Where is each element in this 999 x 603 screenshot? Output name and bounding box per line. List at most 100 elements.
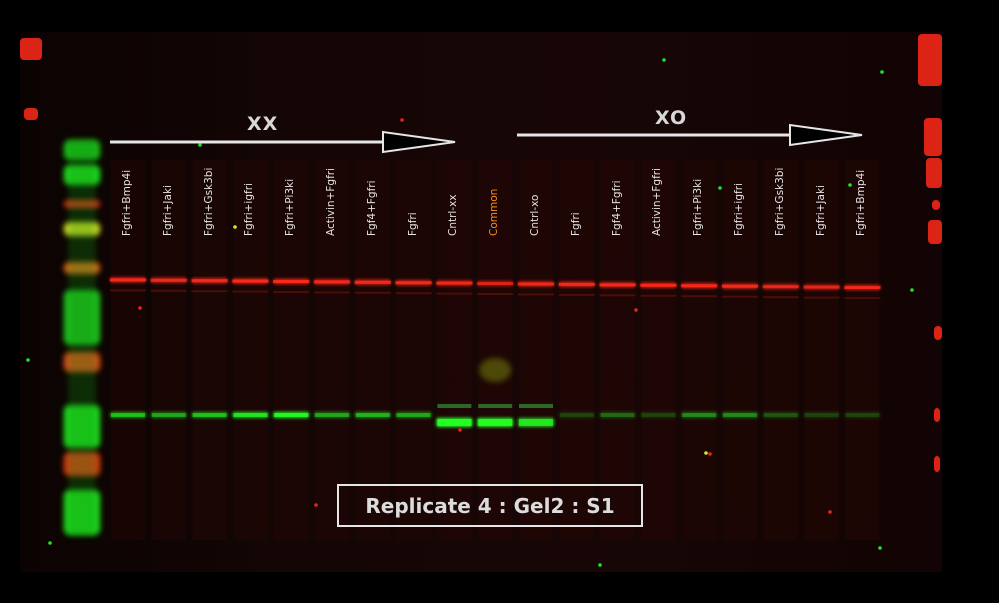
caption-text: Replicate 4 : Gel2 : S1 xyxy=(365,493,615,518)
green-band-upper xyxy=(519,404,553,408)
green-band xyxy=(558,412,595,418)
lane-smear xyxy=(233,160,268,540)
lane-label: Fgfri+igfri xyxy=(243,183,256,236)
edge-artifact xyxy=(928,220,942,244)
noise-speck xyxy=(848,183,852,187)
green-band-core xyxy=(437,419,472,426)
red-band-core xyxy=(722,284,758,288)
red-band-core xyxy=(477,282,514,285)
noise-speck xyxy=(598,563,602,567)
lane-smear xyxy=(111,160,145,540)
edge-artifact xyxy=(934,326,942,340)
lane-label: Fgfri+Pi3ki xyxy=(692,178,705,236)
red-band-core xyxy=(232,279,269,283)
edge-artifact xyxy=(20,38,42,60)
red-band-core xyxy=(354,280,391,284)
lane-label: Fgfri+Jaki xyxy=(814,185,827,236)
lane-smear xyxy=(437,160,472,540)
green-band-upper xyxy=(437,404,472,408)
noise-speck xyxy=(708,452,712,456)
edge-artifact xyxy=(924,118,942,156)
lane-label: Cntrl-xx xyxy=(447,194,460,236)
green-band xyxy=(395,412,432,418)
lane-smear xyxy=(355,160,390,540)
red-band-faint xyxy=(395,292,432,295)
green-band-core xyxy=(192,413,227,417)
red-band-faint xyxy=(232,290,269,293)
red-band-faint xyxy=(844,297,881,300)
red-band-faint xyxy=(558,293,595,296)
lane-smear xyxy=(315,160,349,540)
green-band xyxy=(150,412,187,418)
red-band-faint xyxy=(191,290,228,293)
red-band-core xyxy=(599,283,636,287)
green-band xyxy=(762,412,799,418)
noise-speck xyxy=(910,288,914,292)
lane-smear xyxy=(192,160,227,540)
lane-smear xyxy=(600,160,635,540)
red-band-core xyxy=(150,278,187,282)
caption-box: Replicate 4 : Gel2 : S1 xyxy=(337,484,643,527)
edge-artifact xyxy=(934,456,940,472)
red-band-core xyxy=(762,285,799,289)
green-band xyxy=(191,412,228,418)
edge-artifact xyxy=(24,108,38,120)
noise-speck xyxy=(26,358,30,362)
red-band-core xyxy=(558,282,595,286)
red-band-core xyxy=(273,280,310,283)
noise-speck xyxy=(634,308,638,312)
green-band xyxy=(681,412,718,418)
red-band-faint xyxy=(681,295,718,298)
red-band-core xyxy=(844,286,881,290)
lane-label: Fgf4+Fgfri xyxy=(365,180,378,236)
noise-speck xyxy=(233,225,237,229)
noise-speck xyxy=(314,503,318,507)
lane-label: Fgfri+Jaki xyxy=(161,185,174,236)
lane-label: Fgf4+Fgfri xyxy=(610,180,623,236)
red-band-faint xyxy=(518,293,554,296)
red-band-core xyxy=(395,281,432,285)
green-band-core xyxy=(396,413,431,417)
red-band-faint xyxy=(640,294,677,297)
noise-speck xyxy=(400,118,404,122)
lane-label: Fgfri+Pi3ki xyxy=(284,178,297,236)
red-band-faint xyxy=(436,292,473,295)
green-band xyxy=(314,412,350,418)
lane-smear xyxy=(763,160,798,540)
red-band-faint xyxy=(150,289,187,292)
green-band-core xyxy=(723,413,757,417)
lane-label: Activin+Fgfri xyxy=(651,167,664,236)
red-band-core xyxy=(640,283,677,287)
red-band-core xyxy=(314,280,350,284)
noise-speck xyxy=(458,428,462,432)
noise-speck xyxy=(718,186,722,190)
green-band-core xyxy=(682,413,717,417)
red-band-core xyxy=(803,285,840,289)
green-band-core xyxy=(641,413,676,417)
green-band-upper xyxy=(478,404,513,408)
edge-artifact xyxy=(926,158,942,188)
noise-speck xyxy=(662,58,666,62)
green-band-core xyxy=(519,419,553,426)
lane-label: Fgfri+Gsk3bi xyxy=(202,167,215,236)
red-band-core xyxy=(681,284,718,288)
green-band xyxy=(110,412,146,418)
lane-smear xyxy=(845,160,880,540)
green-band-core xyxy=(845,413,880,417)
red-band-faint xyxy=(762,296,799,299)
red-band-faint xyxy=(722,295,758,298)
green-band-core xyxy=(151,413,186,417)
membrane-area xyxy=(20,32,942,572)
green-band-core xyxy=(559,413,594,417)
green-band-core xyxy=(478,419,513,426)
green-band xyxy=(722,412,758,418)
red-band-faint xyxy=(599,294,636,297)
ladder-smear xyxy=(68,140,96,535)
noise-speck xyxy=(48,541,52,545)
lane-smear xyxy=(804,160,839,540)
green-band xyxy=(844,412,881,418)
red-band-core xyxy=(518,282,554,286)
lane-smear xyxy=(559,160,594,540)
